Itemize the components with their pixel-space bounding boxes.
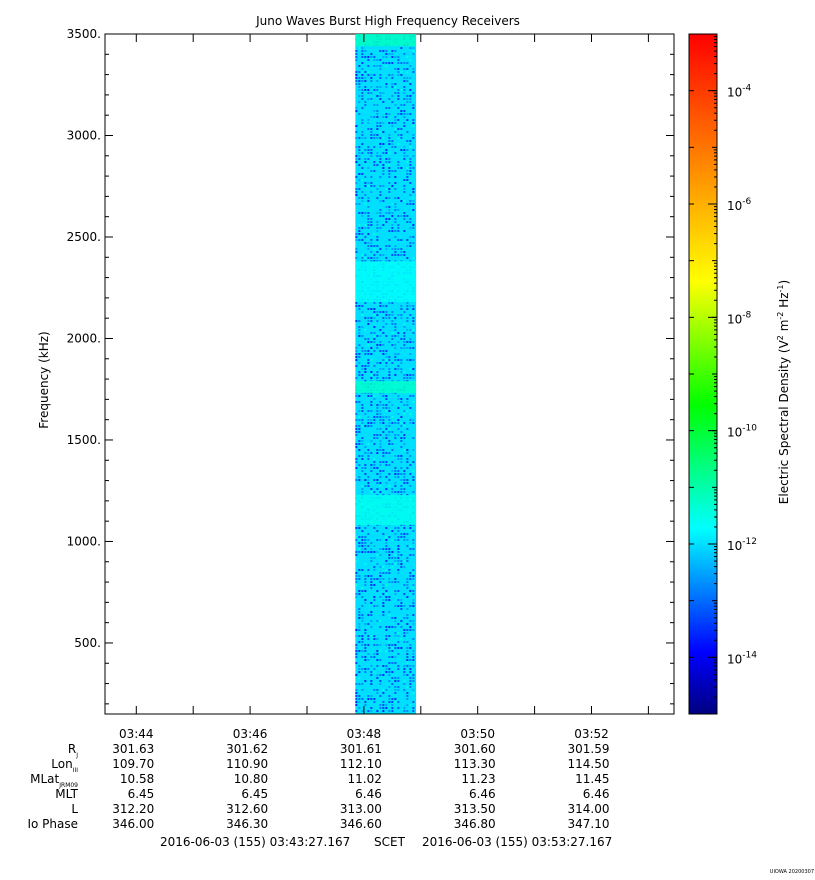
x-tick-label: 03:52 — [574, 727, 609, 741]
ephemeris-value: 10.80 — [234, 772, 268, 786]
colorbar-tick-label: 10-10 — [727, 424, 757, 440]
ephemeris-value: 301.62 — [226, 742, 268, 756]
colorbar-axis: 10-4 10-6 10-8 10-10 10-12 10-14 — [689, 33, 757, 715]
ephemeris-value: 11.02 — [348, 772, 382, 786]
time-range-line: 2016-06-03 (155) 03:43:27.167 SCET 2016-… — [160, 835, 612, 849]
bright-band-1 — [355, 381, 417, 394]
ephemeris-value: 110.90 — [226, 757, 268, 771]
ephemeris-value: 314.00 — [567, 802, 609, 816]
ephemeris-row-label: MLatJRM09 — [30, 772, 78, 789]
bright-band-0 — [355, 34, 417, 47]
x-axis: 03:44 03:46 03:48 03:50 03:52 — [119, 34, 649, 741]
ephemeris-value: 313.00 — [340, 802, 382, 816]
footer-stamp: UIOWA 20200307 — [770, 869, 814, 875]
ephemeris-row-label: RJ — [68, 742, 78, 759]
ephemeris-value: 346.80 — [454, 817, 496, 831]
ephemeris-table: RJ 301.63 301.62 301.61 301.60 301.59 LonIII 10… — [27, 742, 609, 831]
y-axis: 500. 1000. 1500. 2000. 2500. 3000. 3500. — [67, 27, 674, 705]
colorbar-tick-label: 10-4 — [727, 84, 752, 100]
x-tick-label: 03:44 — [119, 727, 154, 741]
y-tick-label: 3500. — [67, 27, 101, 41]
colorbar-label: Electric Spectral Density (V2 m-2 Hz-1) — [776, 280, 791, 504]
y-tick-label: 2000. — [67, 331, 101, 345]
ephemeris-value: 6.46 — [583, 787, 610, 801]
bright-band-2 — [355, 494, 417, 526]
x-tick-label: 03:46 — [233, 727, 268, 741]
colorbar-tick-label: 10-6 — [727, 197, 752, 213]
colorbar-tick-label: 10-14 — [727, 650, 757, 666]
ephemeris-value: 312.60 — [226, 802, 268, 816]
ephemeris-value: 301.59 — [567, 742, 609, 756]
time-range-scet: SCET — [374, 835, 406, 849]
ephemeris-value: 301.63 — [112, 742, 154, 756]
ephemeris-value: 301.60 — [454, 742, 496, 756]
y-tick-label: 3000. — [67, 128, 101, 142]
ephemeris-value: 6.45 — [128, 787, 155, 801]
x-tick-label: 03:48 — [347, 727, 382, 741]
y-tick-label: 500. — [74, 636, 101, 650]
ephemeris-value: 109.70 — [112, 757, 154, 771]
x-tick-label: 03:50 — [460, 727, 495, 741]
ephemeris-value: 301.61 — [340, 742, 382, 756]
ephemeris-row-label: L — [71, 802, 78, 816]
ephemeris-value: 11.23 — [461, 772, 495, 786]
ephemeris-value: 6.46 — [355, 787, 382, 801]
time-range-start: 2016-06-03 (155) 03:43:27.167 — [160, 835, 350, 849]
ephemeris-value: 346.60 — [340, 817, 382, 831]
spectrogram-plot: 500. 1000. 1500. 2000. 2500. 3000. 3500. 03:44… — [67, 27, 675, 741]
ephemeris-value: 6.46 — [469, 787, 496, 801]
chart-title: Juno Waves Burst High Frequency Receiver… — [255, 14, 520, 28]
ephemeris-value: 10.58 — [120, 772, 154, 786]
ephemeris-row-label: Io Phase — [27, 817, 78, 831]
time-range-end: 2016-06-03 (155) 03:53:27.167 — [422, 835, 612, 849]
ephemeris-value: 312.20 — [112, 802, 154, 816]
colorbar-tick-label: 10-8 — [727, 310, 752, 326]
y-tick-label: 2500. — [67, 230, 101, 244]
y-axis-label: Frequency (kHz) — [37, 331, 51, 428]
ephemeris-value: 114.50 — [567, 757, 609, 771]
ephemeris-row-label: LonIII — [51, 757, 78, 774]
ephemeris-row-label: MLT — [55, 787, 78, 801]
colorbar: 10-4 10-6 10-8 10-10 10-12 10-14 Electric Spe… — [688, 33, 791, 715]
colorbar-tick-label: 10-12 — [727, 537, 757, 553]
y-tick-label: 1000. — [67, 534, 101, 548]
ephemeris-value: 313.50 — [454, 802, 496, 816]
ephemeris-value: 112.10 — [340, 757, 382, 771]
bright-band-3 — [355, 261, 417, 302]
ephemeris-value: 113.30 — [454, 757, 496, 771]
ephemeris-value: 11.45 — [575, 772, 609, 786]
ephemeris-value: 6.45 — [241, 787, 268, 801]
ephemeris-value: 346.00 — [112, 817, 154, 831]
ephemeris-value: 347.10 — [567, 817, 609, 831]
ephemeris-value: 346.30 — [226, 817, 268, 831]
heatmap-data-layer — [355, 34, 417, 714]
y-tick-label: 1500. — [67, 433, 101, 447]
